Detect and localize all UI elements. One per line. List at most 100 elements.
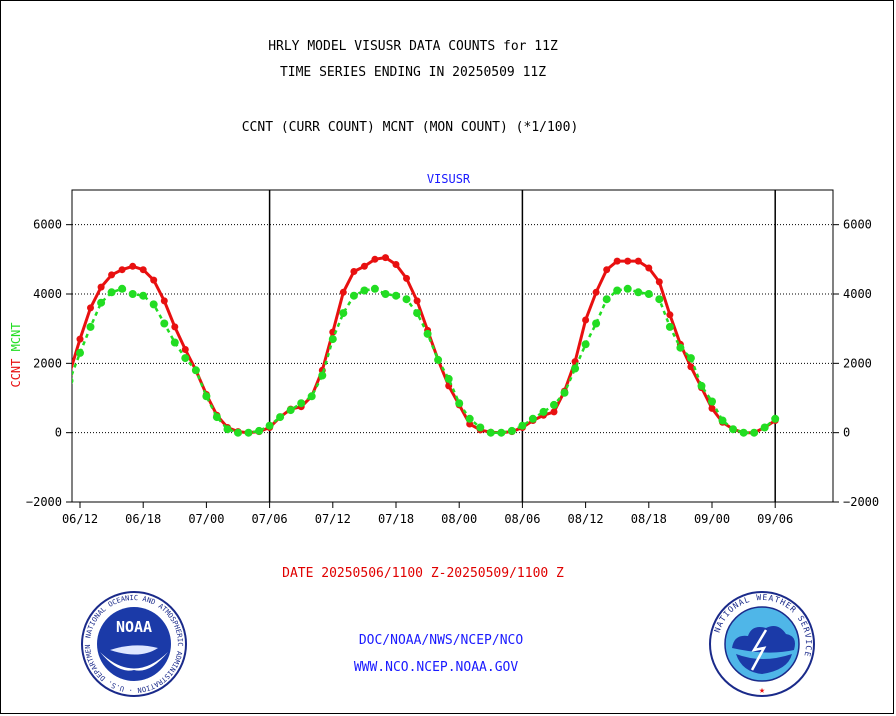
data-point-mcnt	[328, 335, 337, 344]
data-point-mcnt	[23, 415, 31, 423]
data-point-mcnt	[423, 329, 432, 338]
data-point-mcnt	[771, 414, 780, 423]
x-tick-label: 07/06	[252, 512, 288, 526]
data-point-mcnt	[339, 309, 348, 318]
data-point-mcnt	[86, 322, 95, 331]
data-point-mcnt	[760, 423, 769, 432]
data-point-ccnt	[687, 363, 695, 371]
data-point-mcnt	[202, 392, 211, 401]
data-point-mcnt	[349, 291, 358, 300]
data-point-mcnt	[444, 374, 453, 383]
noaa-logo-text: NOAA	[116, 618, 152, 636]
noaa-logo: NOAA NATIONAL OCEANIC AND ATMOSPHERIC AD…	[80, 590, 187, 697]
series-line-ccnt	[72, 256, 777, 435]
data-point-mcnt	[223, 425, 232, 434]
data-point-mcnt	[34, 410, 42, 418]
data-point-mcnt	[729, 425, 738, 434]
data-point-mcnt	[307, 392, 316, 401]
x-tick-label: 07/00	[188, 512, 224, 526]
data-point-mcnt	[212, 413, 221, 422]
y-tick-label-left: 4000	[33, 287, 62, 301]
data-point-ccnt	[624, 257, 632, 265]
data-point-ccnt	[350, 268, 358, 275]
plot-area	[71, 189, 834, 503]
y-axis-label-part: MCNT	[9, 322, 23, 358]
data-point-ccnt	[171, 323, 179, 331]
data-point-mcnt	[55, 392, 63, 400]
data-point-mcnt	[623, 284, 632, 293]
data-point-mcnt	[560, 388, 569, 397]
x-tick-label: 06/12	[62, 512, 98, 526]
x-tick-label: 08/18	[631, 512, 667, 526]
series-group	[23, 254, 780, 437]
data-point-mcnt	[318, 371, 327, 380]
y-tick-label-right: 0	[843, 426, 850, 440]
data-point-mcnt	[170, 338, 179, 347]
data-point-mcnt	[160, 319, 169, 328]
x-tick-label: 09/06	[757, 512, 793, 526]
data-point-mcnt	[455, 399, 464, 408]
y-tick-label-left: −2000	[26, 495, 62, 509]
data-point-mcnt	[550, 400, 558, 409]
y-tick-label-left: 2000	[33, 356, 62, 370]
y-tick-label-right: 2000	[843, 356, 872, 370]
data-point-ccnt	[582, 316, 590, 324]
website-link[interactable]: WWW.NCO.NCEP.NOAA.GOV	[353, 660, 519, 675]
org-path-link[interactable]: DOC/NOAA/NWS/NCEP/NCO	[358, 633, 524, 648]
data-point-ccnt	[150, 276, 158, 284]
data-point-ccnt	[118, 266, 126, 274]
data-point-ccnt	[550, 408, 558, 416]
chart-subtitle: CCNT (CURR COUNT) MCNT (MON COUNT) (*1/1…	[241, 120, 579, 135]
data-point-mcnt	[402, 295, 411, 304]
data-point-ccnt	[24, 416, 31, 423]
x-tick-label: 06/18	[125, 512, 161, 526]
data-point-mcnt	[602, 295, 611, 304]
data-point-ccnt	[108, 271, 116, 279]
data-point-ccnt	[666, 311, 674, 319]
data-point-ccnt	[45, 406, 52, 413]
data-point-mcnt	[265, 421, 274, 430]
data-point-mcnt	[360, 286, 369, 295]
data-point-mcnt	[718, 416, 727, 425]
data-point-mcnt	[518, 421, 527, 430]
data-point-mcnt	[107, 288, 116, 297]
y-axis-label: CCNT MCNT	[9, 322, 23, 387]
data-point-ccnt	[655, 278, 663, 286]
x-tick-label: 07/18	[378, 512, 414, 526]
data-point-mcnt	[181, 354, 190, 363]
data-point-mcnt	[507, 426, 516, 435]
time-series-chart: −2000 −2000 0 0 2000 2000 4000 4000 6000 6000 06/1…	[9, 172, 879, 526]
x-tick-label: 08/00	[441, 512, 477, 526]
data-point-ccnt	[403, 274, 410, 282]
data-point-mcnt	[697, 381, 706, 390]
data-point-mcnt	[276, 413, 285, 422]
data-point-mcnt	[44, 401, 52, 409]
data-point-mcnt	[750, 428, 759, 437]
data-point-ccnt	[181, 346, 189, 353]
data-point-ccnt	[160, 297, 168, 305]
data-point-mcnt	[97, 298, 106, 307]
data-point-mcnt	[191, 366, 200, 375]
data-point-ccnt	[371, 255, 379, 263]
data-point-mcnt	[676, 343, 685, 352]
data-point-mcnt	[686, 354, 695, 363]
data-point-mcnt	[234, 428, 242, 437]
data-point-mcnt	[539, 407, 548, 416]
data-point-ccnt	[360, 262, 368, 270]
data-point-ccnt	[603, 266, 611, 274]
data-point-mcnt	[739, 428, 748, 437]
data-point-mcnt	[72, 377, 74, 384]
data-point-ccnt	[613, 257, 621, 265]
data-point-mcnt	[149, 300, 158, 309]
data-point-ccnt	[645, 264, 653, 272]
data-point-mcnt	[528, 414, 537, 423]
data-point-mcnt	[497, 428, 506, 437]
data-point-mcnt	[644, 290, 653, 298]
data-point-mcnt	[465, 414, 474, 423]
nws-logo: ★ NATIONAL WEATHER SERVICE	[709, 591, 815, 697]
date-range-label: DATE 20250506/1100 Z-20250509/1100 Z	[282, 566, 564, 581]
data-point-mcnt	[139, 291, 148, 300]
data-point-mcnt	[286, 406, 295, 415]
x-tick-label: 09/00	[694, 512, 730, 526]
x-tick-label: 08/12	[568, 512, 604, 526]
